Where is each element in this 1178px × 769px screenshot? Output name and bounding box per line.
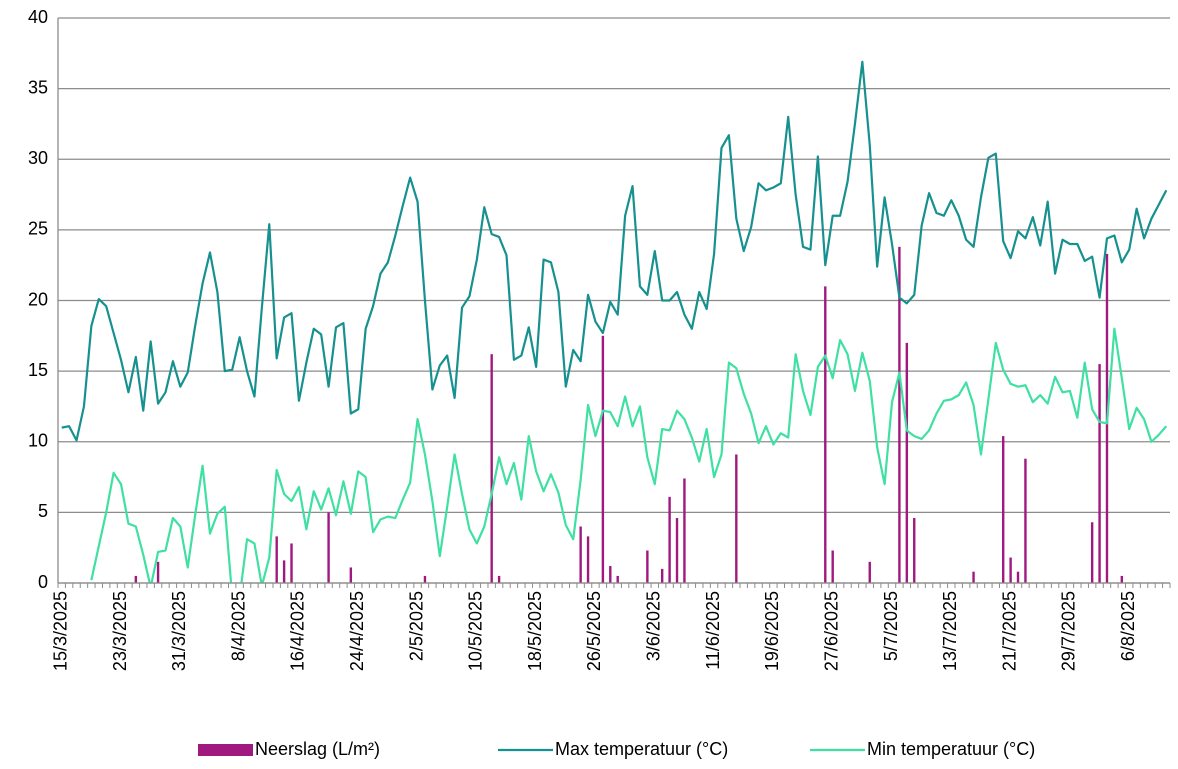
bar [868, 561, 871, 583]
x-tick-label: 15/3/2025 [50, 591, 70, 671]
bar [349, 567, 353, 583]
bar [668, 496, 671, 583]
bar [1090, 522, 1094, 583]
bar [609, 566, 612, 583]
x-tick-label: 26/5/2025 [584, 591, 604, 671]
x-tick-label: 19/6/2025 [762, 591, 782, 671]
marks [61, 60, 1168, 583]
x-tick-label: 6/8/2025 [1118, 591, 1138, 661]
x-tick-label: 18/5/2025 [525, 591, 545, 671]
bar [579, 526, 582, 583]
bar [490, 354, 493, 583]
bar [134, 575, 138, 583]
x-tick-label: 23/3/2025 [110, 591, 130, 671]
x-tick-label: 13/7/2025 [940, 591, 960, 671]
legend-label: Neerslag (L/m²) [255, 739, 380, 759]
bar [290, 543, 293, 583]
bar [824, 286, 827, 583]
line [61, 60, 1168, 442]
bar [972, 571, 975, 583]
x-tick-label: 2/5/2025 [406, 591, 426, 661]
bar [1002, 436, 1005, 583]
bar [497, 575, 501, 583]
bar [683, 478, 686, 583]
y-tick-label: 0 [38, 572, 48, 592]
x-tick-label: 24/4/2025 [347, 591, 367, 671]
bar [1120, 575, 1124, 583]
bar [327, 512, 330, 583]
legend-swatch [198, 744, 253, 756]
line [90, 327, 1168, 583]
bar [646, 550, 649, 583]
bar [660, 568, 664, 583]
bar [1098, 364, 1101, 583]
bar [1024, 458, 1027, 583]
bar [735, 454, 738, 583]
bar [905, 342, 909, 583]
y-tick-label: 5 [38, 501, 48, 521]
bar [1016, 571, 1020, 583]
x-tick-label: 3/6/2025 [644, 591, 664, 661]
legend-label: Min temperatuur (°C) [867, 739, 1035, 759]
bar [675, 518, 679, 583]
x-tick-label: 31/3/2025 [169, 591, 189, 671]
x-tick-label: 11/6/2025 [703, 591, 723, 670]
y-tick-label: 30 [28, 148, 48, 168]
x-tick-label: 8/4/2025 [228, 591, 248, 661]
y-tick-label: 10 [28, 431, 48, 451]
bar [898, 246, 901, 583]
x-tick-label: 27/6/2025 [821, 591, 841, 671]
y-tick-label: 25 [28, 219, 48, 239]
x-tick-label: 10/5/2025 [466, 591, 486, 671]
grid [58, 17, 1170, 584]
bar [586, 536, 590, 583]
x-tick-label: 21/7/2025 [999, 591, 1019, 671]
y-tick-label: 15 [28, 360, 48, 380]
bar [616, 575, 619, 583]
y-tick-label: 40 [28, 7, 48, 27]
x-tick-label: 16/4/2025 [288, 591, 308, 671]
y-tick-label: 35 [28, 77, 48, 97]
bar [282, 560, 286, 583]
y-tick-label: 20 [28, 289, 48, 309]
bar [275, 536, 278, 583]
bar [156, 561, 160, 583]
bar [423, 575, 427, 583]
legend-label: Max temperatuur (°C) [555, 739, 728, 759]
bar [913, 518, 916, 583]
bar [831, 550, 834, 583]
axes: 0 5 10 15 20 25 30 35 40 15/3/2025 23/3/2025 31/3/2… [28, 7, 1171, 671]
x-tick-label: 5/7/2025 [881, 591, 901, 661]
bar [1009, 557, 1012, 583]
legend: Neerslag (L/m²) Max temperatuur (°C) Min t… [198, 739, 1035, 759]
bar [601, 335, 605, 583]
x-tick-label: 29/7/2025 [1059, 591, 1079, 671]
